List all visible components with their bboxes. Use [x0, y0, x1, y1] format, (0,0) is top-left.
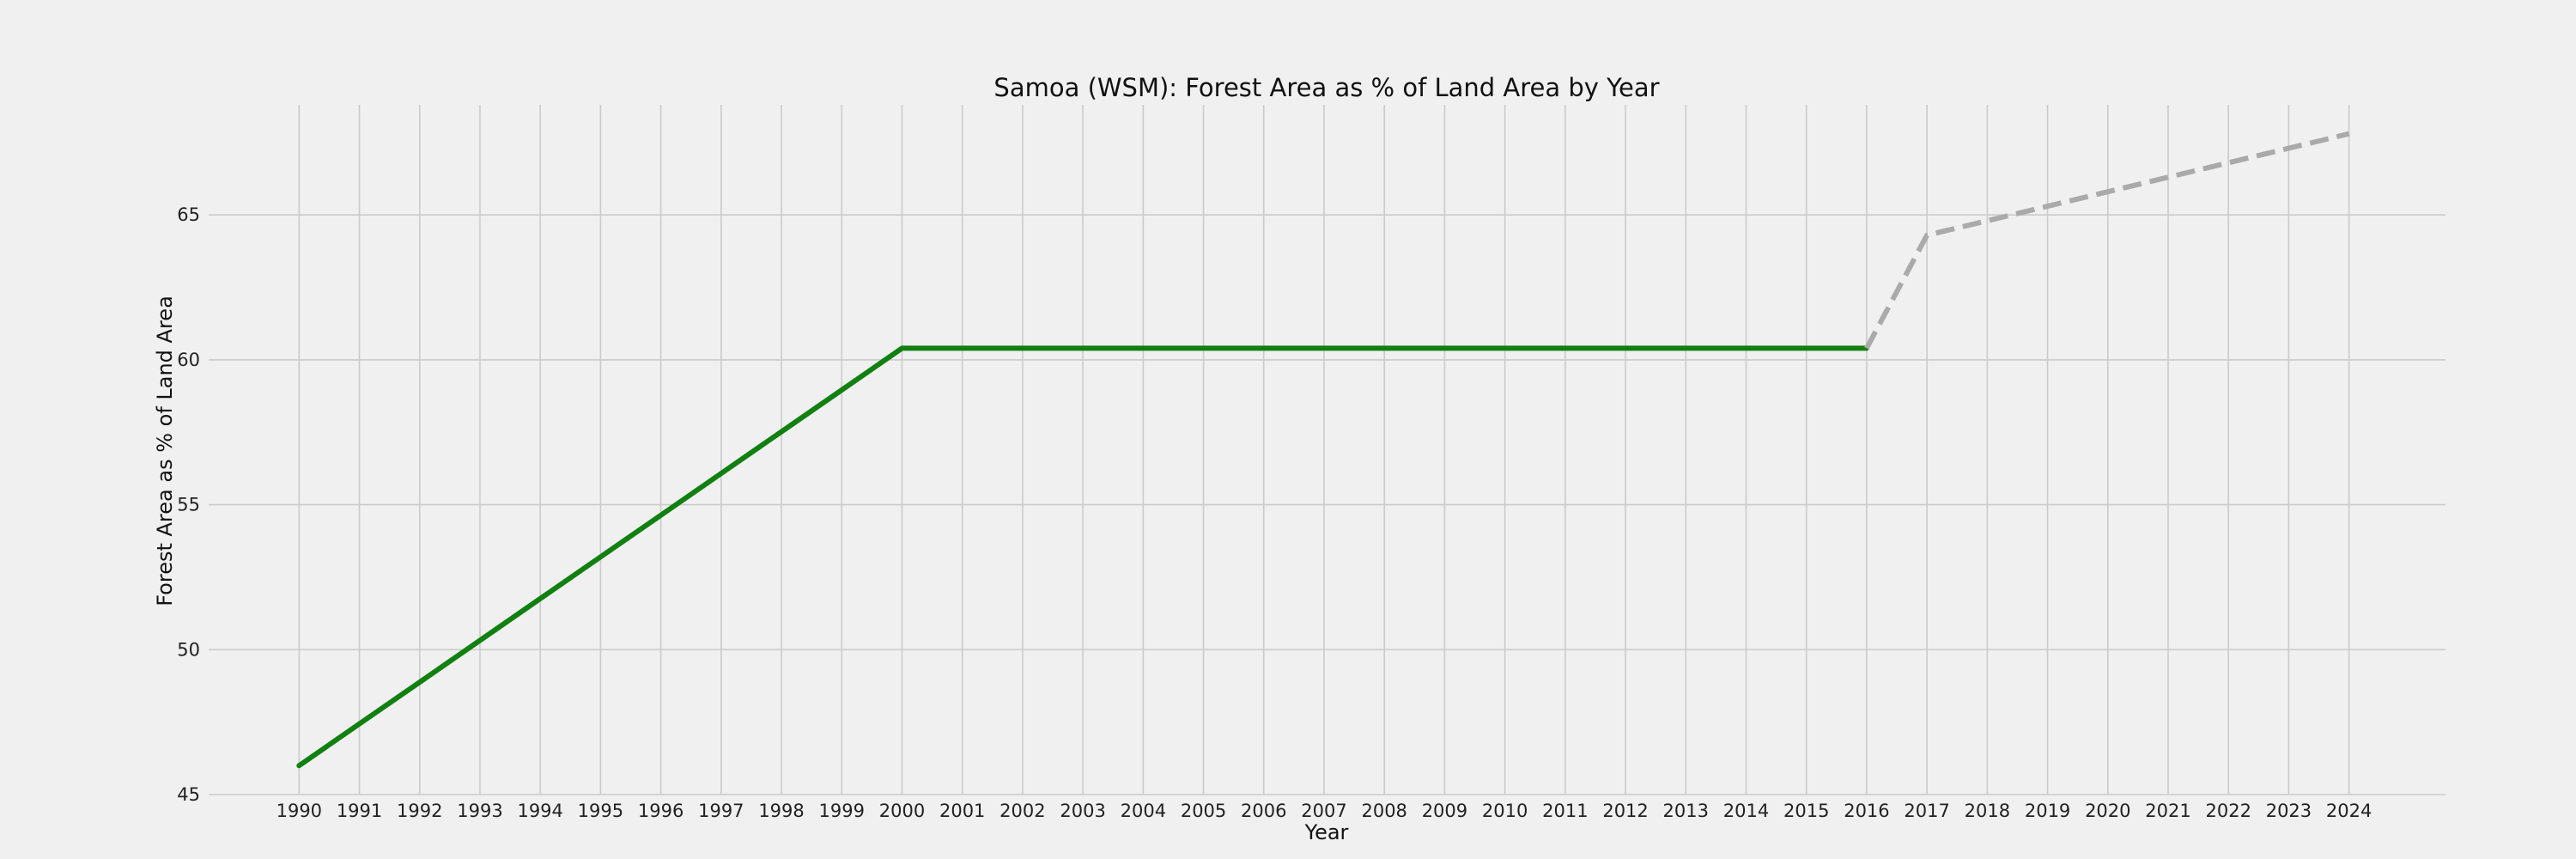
x-tick-label: 2004 [1121, 801, 1166, 821]
solid-series-line [296, 345, 1869, 769]
x-tick-label: 1993 [457, 801, 502, 821]
x-tick-label: 2015 [1783, 801, 1829, 821]
x-tick-label: 2012 [1602, 801, 1648, 821]
x-tick-label: 1997 [698, 801, 744, 821]
y-tick-label: 50 [177, 639, 200, 660]
x-tick-label: 1999 [819, 801, 865, 821]
x-tick-label: 1992 [397, 801, 442, 821]
x-tick-label: 1990 [276, 801, 322, 821]
y-tick-label: 55 [177, 495, 200, 515]
x-tick-label: 2013 [1663, 801, 1709, 821]
y-tick-label: 45 [177, 784, 200, 805]
y-axis-label: Forest Area as % of Land Area [153, 295, 177, 606]
x-tick-label: 1995 [578, 801, 623, 821]
x-tick-label: 2019 [2025, 801, 2070, 821]
x-tick-label: 2002 [999, 801, 1045, 821]
x-tick-label: 2009 [1422, 801, 1467, 821]
x-tick-label: 1994 [517, 801, 562, 821]
series-layer [296, 131, 2350, 769]
y-tick-label: 65 [177, 204, 200, 225]
x-tick-label: 2006 [1241, 801, 1286, 821]
x-axis-label: Year [1304, 820, 1349, 844]
chart-title: Samoa (WSM): Forest Area as % of Land Ar… [993, 73, 1659, 102]
x-tick-label: 2008 [1361, 801, 1406, 821]
x-tick-label: 2007 [1301, 801, 1346, 821]
x-tick-label: 2018 [1965, 801, 2010, 821]
x-tick-label: 2000 [879, 801, 925, 821]
y-tick-label: 60 [177, 350, 200, 370]
x-tick-label: 2010 [1482, 801, 1528, 821]
y-axis-ticks: 45 50 55 60 65 [177, 204, 200, 805]
x-tick-label: 2020 [2085, 801, 2130, 821]
x-tick-label: 2005 [1181, 801, 1226, 821]
x-tick-label: 2016 [1844, 801, 1889, 821]
x-tick-label: 2021 [2145, 801, 2190, 821]
x-tick-label: 2023 [2266, 801, 2312, 821]
x-tick-label: 2011 [1542, 801, 1588, 821]
x-axis-ticks: 1990 1991 1992 1993 1994 1995 1996 1997 1998 1999… [276, 801, 2372, 821]
x-tick-label: 1991 [337, 801, 382, 821]
x-tick-label: 2024 [2326, 801, 2372, 821]
x-tick-label: 2022 [2205, 801, 2251, 821]
x-tick-label: 2003 [1060, 801, 1105, 821]
x-tick-label: 1996 [638, 801, 683, 821]
dashed-series-line [1864, 131, 2350, 350]
x-tick-label: 2017 [1904, 801, 1949, 821]
x-tick-label: 1998 [758, 801, 804, 821]
x-tick-label: 2014 [1723, 801, 1769, 821]
grid [209, 105, 2445, 795]
x-tick-label: 2001 [939, 801, 985, 821]
